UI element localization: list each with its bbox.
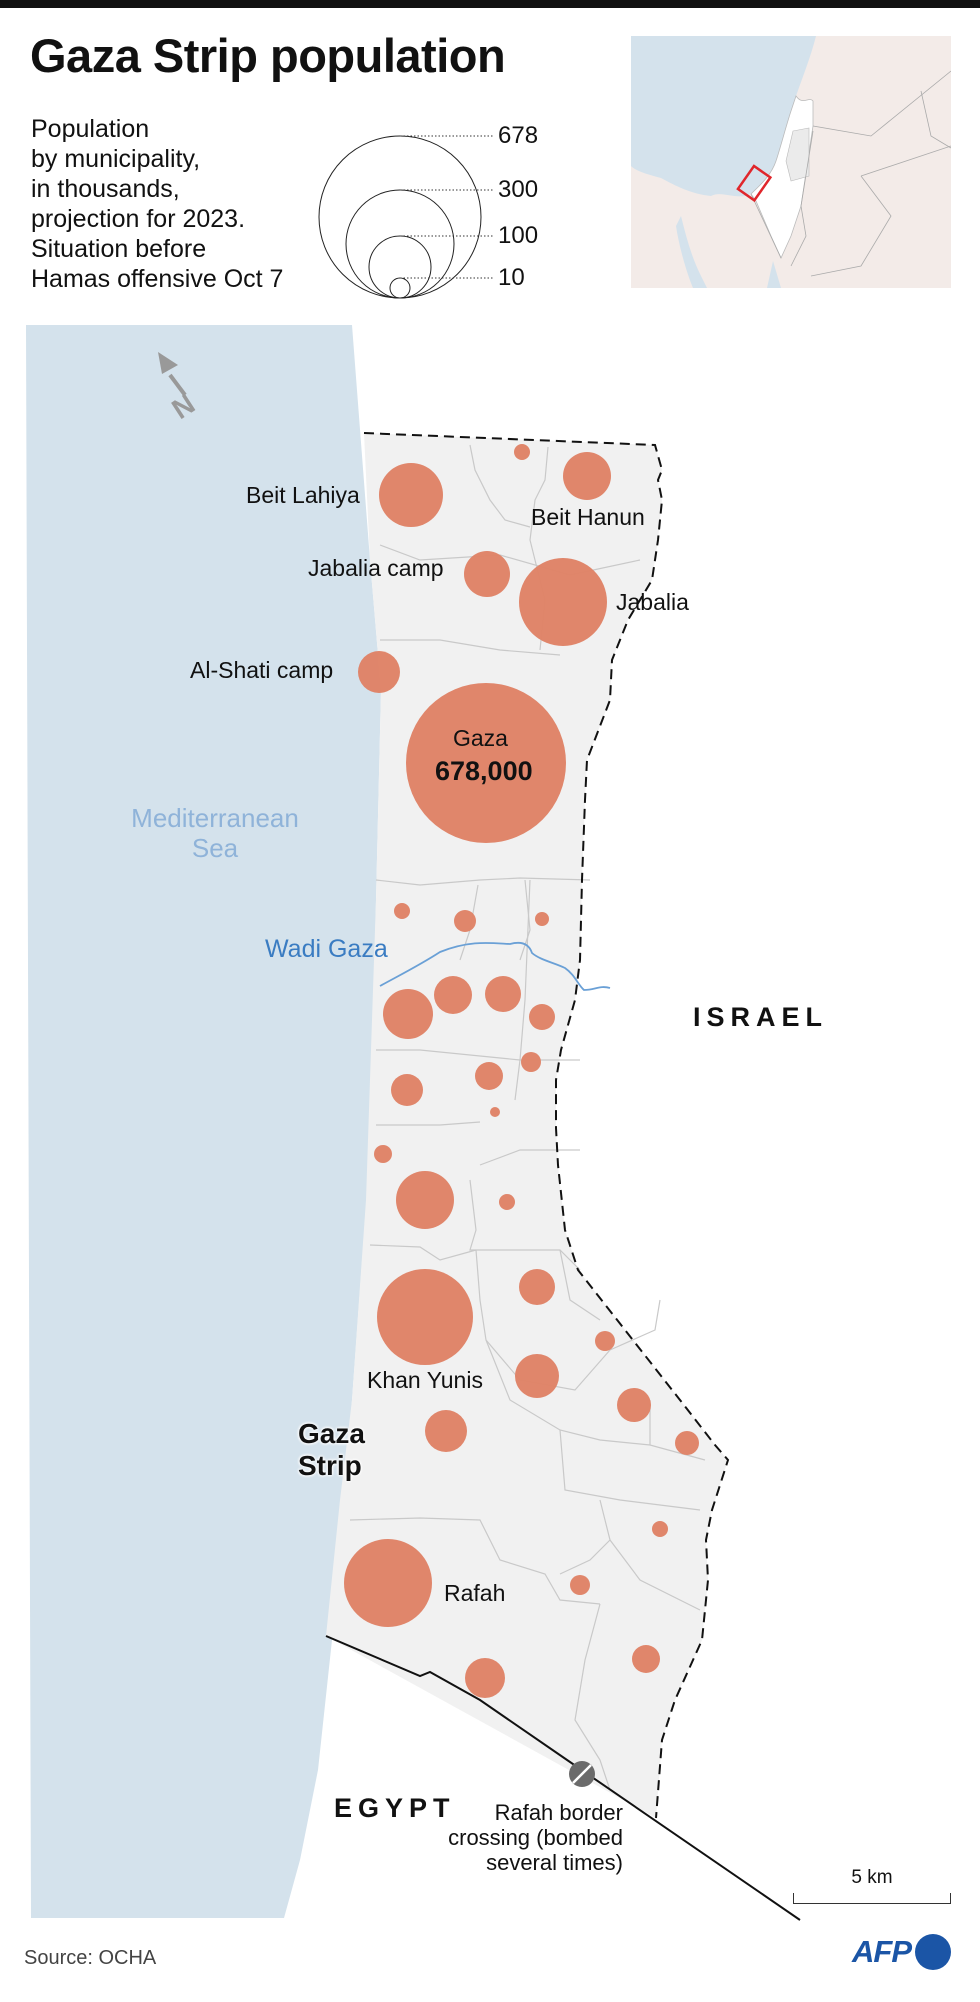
size-legend: 678 300 100 10 bbox=[318, 110, 548, 300]
wadi-gaza-river bbox=[379, 941, 611, 991]
subtitle-line: by municipality, bbox=[31, 145, 201, 173]
subtitle-line: projection for 2023. bbox=[31, 205, 246, 233]
subtitle-line: Hamas offensive Oct 7 bbox=[31, 265, 284, 293]
label-khan-yunis: Khan Yunis bbox=[367, 1367, 483, 1393]
label-israel: ISRAEL bbox=[693, 1002, 829, 1032]
population-circles bbox=[344, 444, 699, 1698]
label-rafah: Rafah bbox=[444, 1580, 506, 1606]
label-al-shati-camp: Al-Shati camp bbox=[190, 657, 334, 683]
scale-label: 5 km bbox=[851, 1867, 893, 1888]
subtitle-line: in thousands, bbox=[31, 175, 180, 203]
label-beit-hanun: Beit Hanun bbox=[531, 504, 645, 530]
legend-label-100: 100 bbox=[498, 222, 539, 249]
label-rafah-crossing: Rafah border crossing (bombed several ti… bbox=[420, 1800, 623, 1875]
subtitle: Population by municipality, in thousands… bbox=[31, 114, 283, 294]
label-gaza-strip: Gaza Strip bbox=[298, 1418, 365, 1482]
label-gaza-strip-line1: Gaza bbox=[298, 1418, 365, 1449]
locator-inset-map bbox=[631, 36, 952, 288]
subtitle-line: Situation before bbox=[31, 235, 207, 263]
label-sea-line2: Sea bbox=[191, 833, 239, 863]
legend-label-300: 300 bbox=[498, 176, 539, 203]
label-sea: Mediterranean Sea bbox=[115, 803, 315, 863]
afp-logo-text: AFP bbox=[852, 1934, 912, 1969]
afp-logo-dot-icon bbox=[915, 1934, 951, 1970]
highlight-box bbox=[736, 164, 773, 203]
subtitle-line: Population bbox=[31, 115, 150, 143]
label-jabalia-camp: Jabalia camp bbox=[308, 555, 444, 581]
label-egypt: EGYPT bbox=[334, 1793, 456, 1823]
label-gaza-population: 678,000 bbox=[435, 756, 533, 786]
label-crossing-line3: several times) bbox=[486, 1850, 623, 1875]
page-title: Gaza Strip population bbox=[30, 29, 506, 82]
label-sea-line1: Mediterranean bbox=[131, 803, 299, 833]
label-jabalia: Jabalia bbox=[616, 589, 689, 615]
label-wadi-gaza: Wadi Gaza bbox=[265, 935, 388, 963]
source-note: Source: OCHA bbox=[24, 1947, 157, 1969]
afp-logo: AFP bbox=[852, 1934, 951, 1970]
label-beit-lahiya: Beit Lahiya bbox=[246, 482, 360, 508]
crossing-icon bbox=[569, 1761, 595, 1787]
legend-label-10: 10 bbox=[498, 264, 525, 291]
label-crossing-line1: Rafah border bbox=[494, 1800, 623, 1825]
label-gaza-city: Gaza bbox=[453, 725, 508, 751]
label-gaza-strip-line2: Strip bbox=[298, 1450, 362, 1481]
scale-bar-line bbox=[793, 1893, 951, 1904]
legend-label-678: 678 bbox=[498, 122, 539, 149]
label-crossing-line2: crossing (bombed bbox=[448, 1825, 623, 1850]
legend-circles bbox=[318, 135, 494, 299]
top-rule bbox=[0, 0, 980, 8]
scale-bar: 5 km bbox=[793, 1867, 951, 1904]
